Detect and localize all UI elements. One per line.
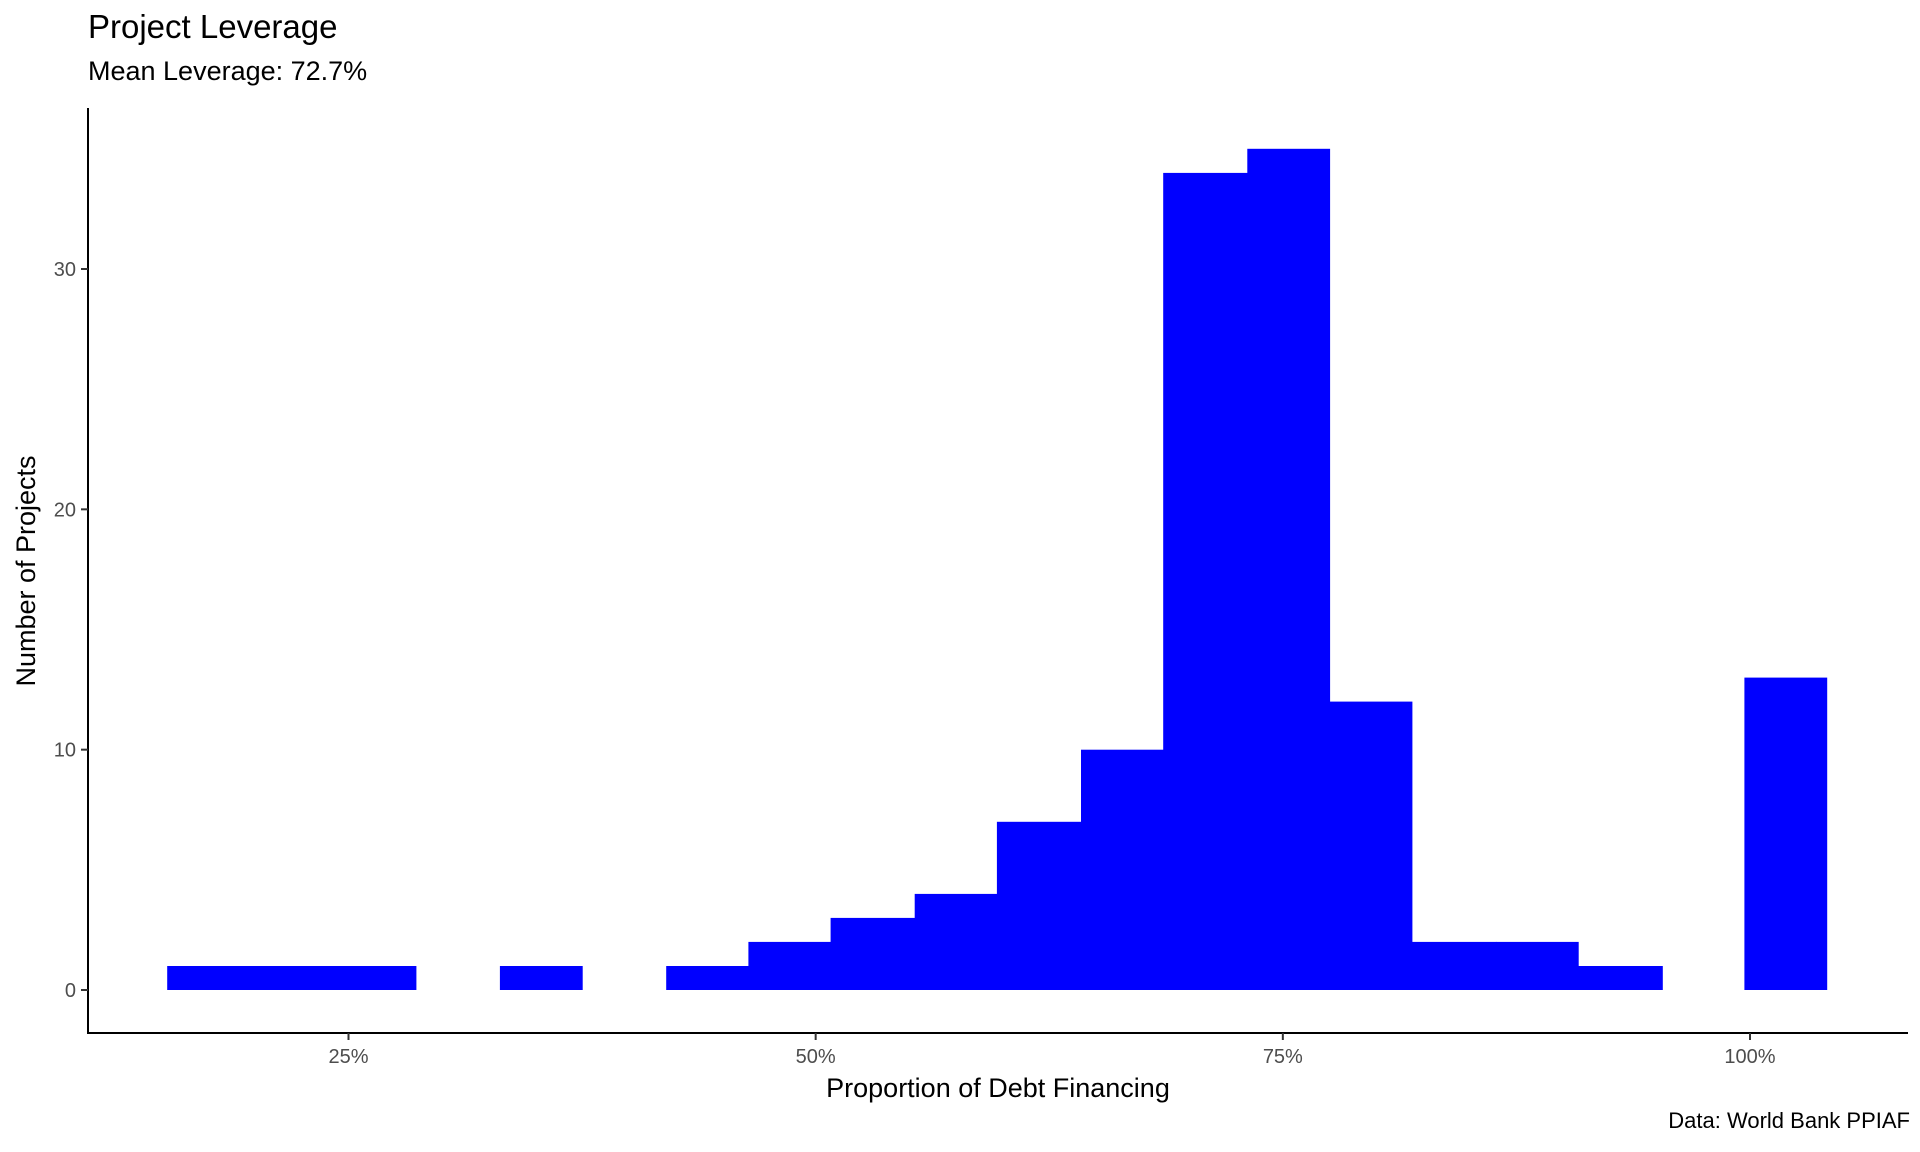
histogram-bar-13 (1411, 941, 1497, 990)
histogram-bar-14 (1495, 941, 1579, 990)
histogram-bar-12 (1329, 701, 1413, 990)
y-tick-label: 20 (54, 499, 76, 521)
y-tick-label: 10 (54, 740, 76, 762)
chart-caption: Data: World Bank PPIAF (1668, 1108, 1910, 1133)
histogram-bar-0 (167, 966, 250, 990)
histogram-bar-16 (1744, 677, 1828, 990)
x-tick-label: 100% (1724, 1046, 1775, 1068)
x-tick-label: 75% (1263, 1046, 1303, 1068)
y-tick-label: 30 (54, 259, 76, 281)
x-tick-label: 25% (328, 1046, 368, 1068)
chart-subtitle: Mean Leverage: 72.7% (88, 56, 368, 86)
y-tick-label: 0 (65, 980, 76, 1002)
histogram-bars (167, 148, 1828, 991)
chart-title: Project Leverage (88, 8, 338, 45)
histogram-bar-2 (333, 966, 417, 990)
histogram-bar-10 (1163, 172, 1248, 990)
histogram-bar-4 (666, 966, 749, 990)
x-tick-label: 50% (796, 1046, 836, 1068)
histogram-bar-8 (996, 821, 1082, 990)
x-axis-ticks: 25% 50% 75% 100% (328, 1033, 1776, 1068)
x-axis-title: Proportion of Debt Financing (826, 1073, 1170, 1103)
histogram-bar-15 (1578, 966, 1663, 990)
y-axis-title: Number of Projects (11, 455, 41, 686)
histogram-bar-7 (914, 893, 998, 990)
histogram-bar-1 (249, 966, 335, 990)
histogram-bar-3 (499, 966, 583, 990)
histogram-bar-11 (1247, 148, 1331, 991)
y-axis-ticks: 0 10 20 30 (54, 259, 88, 1002)
histogram-bar-9 (1081, 749, 1164, 990)
histogram-bar-5 (748, 941, 832, 990)
histogram-bar-6 (830, 917, 916, 990)
